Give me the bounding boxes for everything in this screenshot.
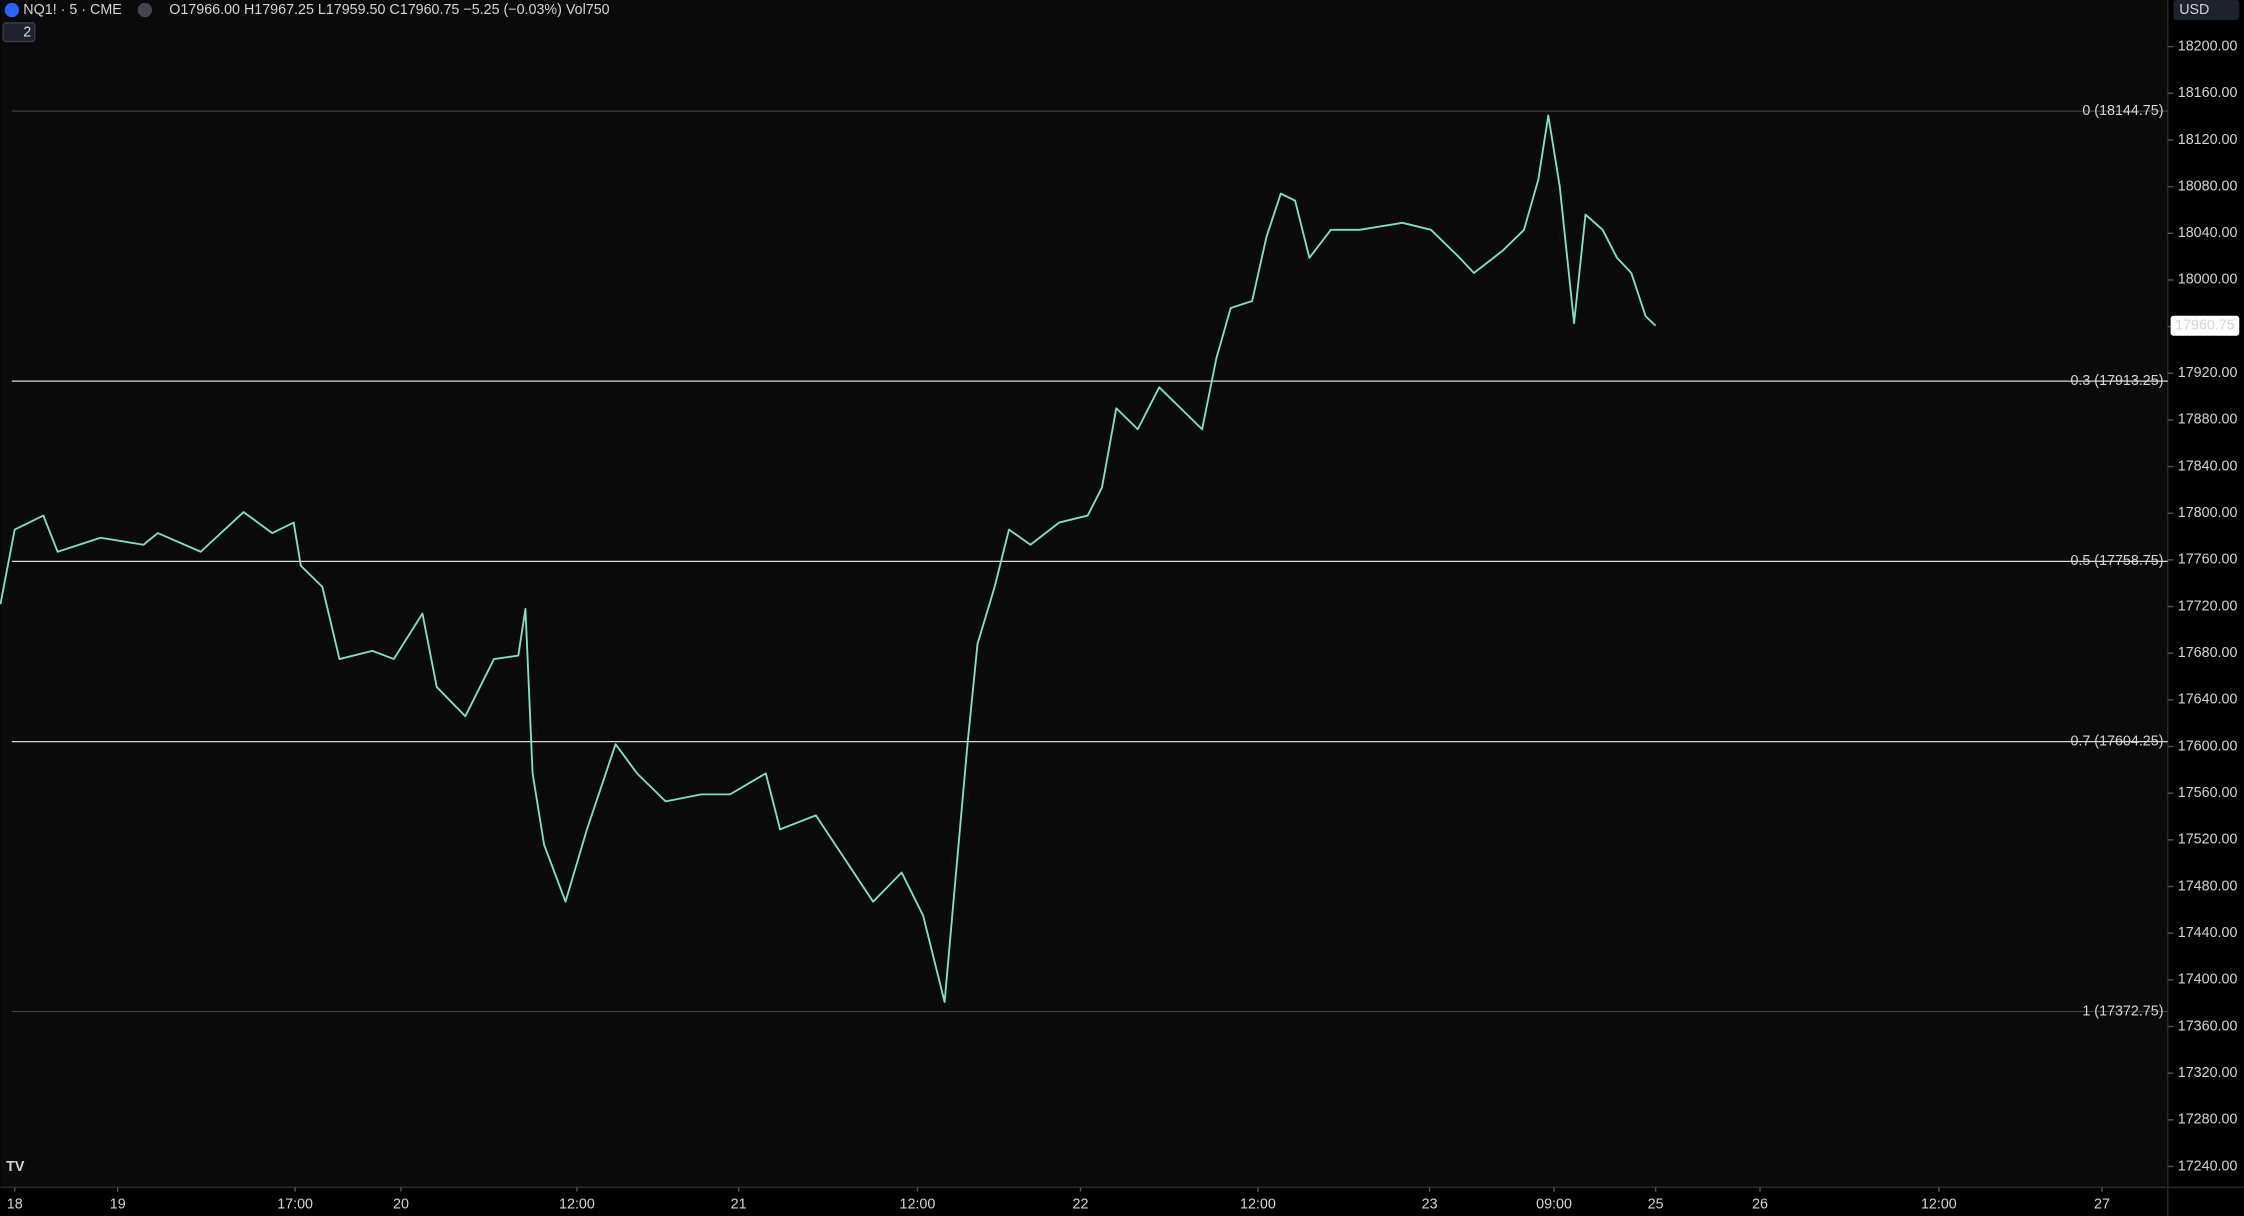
y-tick-label: 17680.00 xyxy=(2178,645,2238,661)
y-tick-label: 17840.00 xyxy=(2178,458,2238,474)
price-tag: 17960.75 xyxy=(2175,318,2235,334)
fib-label: 0.7 (17604.25) xyxy=(2070,733,2163,749)
y-tick-label: 17520.00 xyxy=(2178,832,2238,848)
fib-label: 0.5 (17758.75) xyxy=(2070,553,2163,569)
y-tick-label: 18080.00 xyxy=(2178,178,2238,194)
y-tick-label: 17280.00 xyxy=(2178,1112,2238,1128)
y-tick-label: 17600.00 xyxy=(2178,738,2238,754)
logo[interactable]: TV xyxy=(6,1159,25,1175)
y-tick-label: 17920.00 xyxy=(2178,365,2238,381)
currency[interactable]: USD xyxy=(2179,2,2209,18)
y-tick-label: 17480.00 xyxy=(2178,878,2238,894)
y-tick-label: 18160.00 xyxy=(2178,85,2238,101)
y-tick-label: 17880.00 xyxy=(2178,412,2238,428)
y-tick-label: 17320.00 xyxy=(2178,1065,2238,1081)
x-tick-label: 12:00 xyxy=(1240,1196,1276,1212)
fib-label: 0.3 (17913.25) xyxy=(2070,373,2163,389)
symbol[interactable]: NQ1! · 5 · CME xyxy=(23,2,122,18)
x-tick-label: 25 xyxy=(1648,1196,1664,1212)
price-tag-box xyxy=(2170,315,2240,336)
y-tick-label: 17640.00 xyxy=(2178,692,2238,708)
x-tick-label: 09:00 xyxy=(1536,1196,1572,1212)
y-tick-label: 17400.00 xyxy=(2178,972,2238,988)
x-tick-label: 12:00 xyxy=(1921,1196,1957,1212)
y-tick-label: 17440.00 xyxy=(2178,925,2238,941)
price-line xyxy=(0,114,1657,1003)
y-tick-label: 17360.00 xyxy=(2178,1018,2238,1034)
x-tick-label: 18 xyxy=(7,1196,23,1212)
y-tick-label: 18000.00 xyxy=(2178,272,2238,288)
x-tick-label: 21 xyxy=(731,1196,747,1212)
fib-label: 1 (17372.75) xyxy=(2082,1003,2163,1019)
symbol-icon xyxy=(4,2,20,18)
status-icon xyxy=(137,2,153,18)
x-tick-label: 20 xyxy=(393,1196,409,1212)
y-tick-label: 18040.00 xyxy=(2178,225,2238,241)
y-tick-label: 18200.00 xyxy=(2178,38,2238,54)
y-tick-label: 17800.00 xyxy=(2178,505,2238,521)
x-tick-label: 22 xyxy=(1073,1196,1089,1212)
x-tick-label: 27 xyxy=(2094,1196,2110,1212)
y-tick-label: 17560.00 xyxy=(2178,785,2238,801)
price-axis-area xyxy=(2167,0,2244,1216)
time-axis-area xyxy=(0,1187,2244,1216)
indicator-toggle[interactable] xyxy=(2,22,36,43)
x-tick-label: 12:00 xyxy=(900,1196,936,1212)
y-tick-label: 17240.00 xyxy=(2178,1158,2238,1174)
x-tick-label: 17:00 xyxy=(277,1196,313,1212)
ohlc: O17966.00 H17967.25 L17959.50 C17960.75 … xyxy=(169,2,609,18)
x-tick-label: 26 xyxy=(1752,1196,1768,1212)
y-tick-label: 18120.00 xyxy=(2178,132,2238,148)
y-tick-label: 17720.00 xyxy=(2178,598,2238,614)
fib-label: 0 (18144.75) xyxy=(2082,103,2163,119)
x-tick-label: 23 xyxy=(1422,1196,1438,1212)
indicator-count: 2 xyxy=(23,25,31,41)
currency-button[interactable] xyxy=(2173,0,2240,21)
y-tick-label: 17760.00 xyxy=(2178,552,2238,568)
x-tick-label: 12:00 xyxy=(559,1196,595,1212)
x-tick-label: 19 xyxy=(110,1196,126,1212)
